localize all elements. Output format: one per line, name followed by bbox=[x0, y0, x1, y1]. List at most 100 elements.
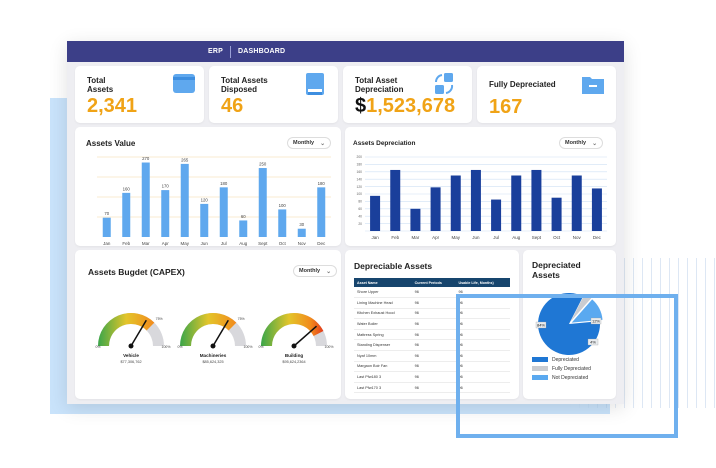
table-cell: 96 bbox=[455, 350, 510, 362]
bar[interactable] bbox=[102, 217, 111, 237]
y-tick-label: 180 bbox=[356, 163, 362, 167]
gauge-hub bbox=[128, 343, 134, 349]
y-tick-label: 120 bbox=[356, 185, 362, 189]
assets-depreciation-period-select[interactable]: Monthly ⌄ bbox=[559, 137, 604, 149]
assets-depreciation-card: Assets Depreciation Monthly ⌄ 200 180 160 1… bbox=[345, 127, 616, 246]
kpi-fully-depreciated[interactable]: Fully Depreciated 167 bbox=[477, 66, 616, 123]
gauge-needle bbox=[130, 319, 147, 347]
bar[interactable] bbox=[317, 187, 326, 237]
table-cell: 96 bbox=[411, 308, 456, 320]
data-label: 100 bbox=[279, 203, 287, 208]
pie-slice[interactable] bbox=[538, 293, 600, 355]
y-tick-label: 160 bbox=[356, 170, 362, 174]
x-tick-label: Mar bbox=[412, 235, 420, 240]
bar[interactable] bbox=[258, 168, 267, 237]
bar[interactable] bbox=[200, 203, 209, 237]
bar[interactable] bbox=[410, 208, 421, 231]
depreciated-assets-card: Depreciated Assets 84% 4% 12% Depreciated … bbox=[523, 250, 616, 399]
data-label: 180 bbox=[318, 181, 326, 186]
data-label: 70 bbox=[104, 211, 109, 216]
kpi-total-assets[interactable]: Total Assets 2,341 bbox=[75, 66, 204, 123]
x-tick-label: Apr bbox=[162, 241, 170, 246]
bar[interactable] bbox=[141, 162, 150, 237]
table-cell: Lining Machine Head bbox=[354, 297, 412, 309]
gauge-hub bbox=[291, 343, 297, 349]
bar[interactable] bbox=[591, 188, 602, 231]
dashboard-label[interactable]: DASHBOARD bbox=[238, 48, 286, 55]
bar[interactable] bbox=[551, 197, 562, 231]
column-header[interactable]: Asset Name bbox=[354, 278, 412, 287]
bar[interactable] bbox=[180, 163, 189, 237]
bar[interactable] bbox=[491, 199, 502, 231]
table-row[interactable]: Margaon Boir Fan 96 96 bbox=[354, 361, 510, 373]
column-header[interactable]: Usable Life, Months) bbox=[455, 278, 510, 287]
pie-slice[interactable] bbox=[571, 299, 603, 323]
bar[interactable] bbox=[511, 175, 522, 232]
kpi-label: Total Assets bbox=[87, 76, 114, 94]
table-cell: 96 bbox=[411, 350, 456, 362]
bar[interactable] bbox=[370, 195, 381, 231]
erp-label[interactable]: ERP bbox=[208, 48, 223, 55]
legend-swatch bbox=[532, 357, 548, 362]
x-tick-label: Aug bbox=[239, 241, 248, 246]
bar[interactable] bbox=[390, 169, 401, 231]
data-label: 265 bbox=[181, 157, 189, 162]
x-tick-label: Jun bbox=[472, 235, 480, 240]
legend-swatch bbox=[532, 375, 548, 380]
gauge-name: Machineries bbox=[200, 353, 227, 358]
gauge-fill bbox=[98, 313, 155, 346]
table-row[interactable]: Standing Dispenser 96 96 bbox=[354, 339, 510, 352]
assets-budget-period-select[interactable]: Monthly ⌄ bbox=[293, 265, 338, 277]
gauge-min-label: 0% bbox=[95, 345, 100, 349]
period-label: Monthly bbox=[299, 268, 321, 274]
x-tick-label: Jun bbox=[201, 241, 209, 246]
kpi-total-asset-depreciation[interactable]: Total Asset Depreciation $1,523,678 bbox=[343, 66, 472, 123]
gauge-amount: $77,306,762 bbox=[120, 360, 141, 364]
bar[interactable] bbox=[470, 169, 481, 231]
table-cell: 96 bbox=[411, 371, 456, 383]
table-cell: 96 bbox=[411, 297, 456, 309]
legend-label: Depreciated bbox=[552, 356, 579, 363]
gauge-min-label: 0% bbox=[177, 345, 182, 349]
kpi-total-assets-disposed[interactable]: Total Assets Disposed 46 bbox=[209, 66, 338, 123]
bar[interactable] bbox=[122, 192, 131, 237]
y-tick-label: 40 bbox=[358, 214, 362, 218]
table-cell: Margaon Boir Fan bbox=[354, 361, 412, 373]
assets-value-chart: 70 Jan 160 Feb 270 Mar 170 Apr 265 May 120 Jun 180 Ju… bbox=[97, 156, 331, 246]
assets-value-period-select[interactable]: Monthly ⌄ bbox=[287, 137, 332, 149]
bar[interactable] bbox=[430, 187, 441, 231]
bar[interactable] bbox=[297, 228, 306, 237]
bar[interactable] bbox=[239, 220, 248, 237]
gauge-max-label: 100% bbox=[162, 345, 171, 349]
table-cell: 96 bbox=[455, 382, 510, 394]
book-icon bbox=[304, 73, 326, 95]
chevron-down-icon: ⌄ bbox=[326, 268, 332, 275]
gauge-needle bbox=[293, 325, 318, 347]
bar[interactable] bbox=[219, 187, 228, 237]
gauge-fill bbox=[261, 313, 324, 346]
x-tick-label: Mar bbox=[142, 241, 150, 246]
bar[interactable] bbox=[161, 190, 170, 237]
bar[interactable] bbox=[278, 209, 287, 237]
table-row[interactable]: Kitchen Exhaust Hood 96 96 bbox=[354, 308, 510, 320]
data-label: 250 bbox=[259, 162, 267, 167]
column-header[interactable]: Current Periods bbox=[411, 278, 456, 287]
table-row[interactable]: Last Pfw170 3 96 96 bbox=[354, 382, 510, 394]
table-cell: 96 bbox=[455, 371, 510, 383]
topbar-divider bbox=[230, 45, 231, 58]
budget-gauges: 0% 100% 75% Vehicle $77,306,762 0% 100% 75% Mach… bbox=[95, 313, 333, 364]
table-row[interactable]: Last Pfw180 3 96 96 bbox=[354, 371, 510, 383]
table-row[interactable]: Lining Machine Head 96 96 bbox=[354, 297, 510, 309]
bar[interactable] bbox=[531, 169, 542, 231]
data-label: 120 bbox=[201, 197, 209, 202]
table-row[interactable]: Mattress Spring 96 96 bbox=[354, 329, 510, 341]
table-cell: Last Pfw180 3 bbox=[354, 371, 412, 383]
table-row[interactable]: Nyaf 10mm 96 96 bbox=[354, 350, 510, 362]
gauge-min-label: 0% bbox=[258, 345, 263, 349]
pie-slice[interactable] bbox=[570, 293, 592, 322]
y-tick-label: 140 bbox=[356, 177, 362, 181]
table-row[interactable]: Water Boiler 96 96 bbox=[354, 318, 510, 330]
bar[interactable] bbox=[450, 175, 461, 232]
gauge-pct-label: 75% bbox=[156, 317, 163, 321]
bar[interactable] bbox=[571, 175, 582, 232]
